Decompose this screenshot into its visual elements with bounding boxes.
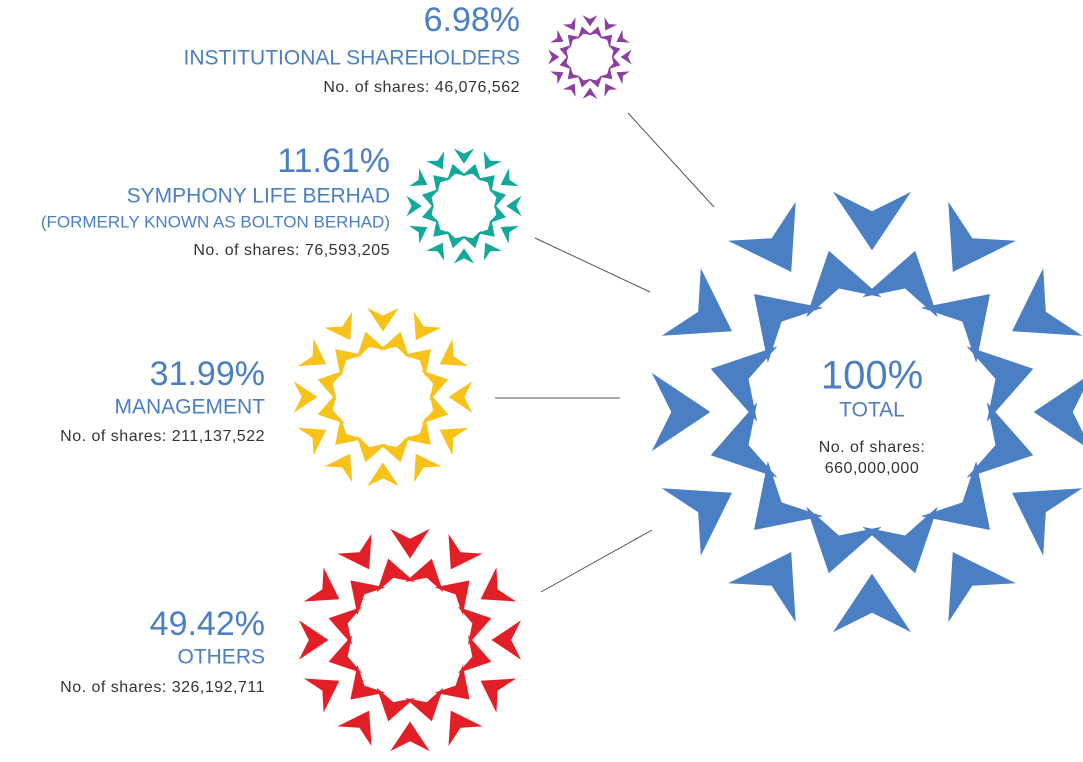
group-label: MANAGEMENT: [114, 396, 265, 419]
petal: [563, 84, 576, 97]
petal: [833, 192, 911, 251]
petal: [440, 428, 469, 456]
group-label: INSTITUTIONAL SHAREHOLDERS: [184, 47, 520, 70]
total-percent: 100%: [821, 354, 923, 398]
connector: [541, 530, 652, 592]
petal: [662, 268, 732, 336]
petal: [604, 17, 617, 30]
petal: [304, 679, 340, 713]
petal: [550, 30, 563, 43]
petal: [492, 620, 522, 659]
connector: [535, 238, 650, 292]
petal: [409, 226, 427, 244]
percent: 49.42%: [150, 605, 265, 643]
percent: 11.61%: [277, 142, 390, 180]
shares: No. of shares: 326,192,711: [60, 679, 265, 696]
total-shares: 660,000,000: [825, 460, 919, 477]
rosettes: [294, 15, 1083, 751]
petal: [298, 339, 327, 367]
petal: [449, 711, 483, 747]
group-label: SYMPHONY LIFE BERHAD: [127, 185, 390, 208]
petal: [728, 552, 796, 622]
petal: [563, 17, 576, 30]
petal: [367, 463, 399, 487]
petal: [948, 552, 1016, 622]
shares: No. of shares: 46,076,562: [323, 79, 520, 96]
petal: [652, 373, 711, 451]
petal: [294, 381, 318, 413]
petal: [299, 620, 329, 659]
petal: [484, 243, 502, 261]
petal: [426, 151, 444, 169]
shares: No. of shares: 76,593,205: [193, 242, 390, 259]
petal: [407, 196, 422, 216]
petal: [337, 711, 371, 747]
petal: [621, 50, 632, 65]
petal: [390, 722, 429, 752]
petal: [414, 454, 442, 483]
petal: [501, 168, 519, 186]
petal: [409, 168, 427, 186]
petal: [484, 151, 502, 169]
petal: [583, 88, 598, 99]
petal: [728, 202, 796, 272]
connector: [628, 113, 714, 207]
petal: [454, 149, 474, 164]
petal: [501, 226, 519, 244]
petal: [1012, 268, 1082, 336]
petal: [604, 84, 617, 97]
petal: [414, 312, 442, 341]
petal: [390, 529, 429, 559]
petal: [506, 196, 521, 216]
petal: [617, 71, 630, 84]
rosette: [407, 149, 522, 264]
petal: [304, 567, 340, 601]
petal: [583, 15, 598, 26]
petal: [548, 50, 559, 65]
rosette: [294, 308, 473, 487]
petal: [449, 381, 473, 413]
percent: 6.98%: [424, 1, 520, 39]
petal: [325, 312, 353, 341]
infographic: 6.98% INSTITUTIONAL SHAREHOLDERS No. of …: [0, 0, 1083, 762]
petal: [617, 30, 630, 43]
petal: [449, 534, 483, 570]
petal: [948, 202, 1016, 272]
petal: [550, 71, 563, 84]
percent: 31.99%: [150, 355, 265, 393]
petal: [1012, 488, 1082, 556]
group-subtitle: (FORMERLY KNOWN AS BOLTON BERHAD): [41, 212, 390, 231]
total-label: TOTAL: [839, 399, 905, 422]
petal: [367, 308, 399, 332]
group-label: OTHERS: [177, 646, 265, 669]
shares: No. of shares: 211,137,522: [60, 428, 265, 445]
total-shares-label: No. of shares:: [819, 439, 926, 456]
petal: [440, 339, 469, 367]
petal: [1034, 373, 1083, 451]
petal: [662, 488, 732, 556]
petal: [481, 567, 516, 601]
rosette: [299, 529, 521, 751]
petal: [833, 574, 911, 633]
petal: [426, 243, 444, 261]
rosette: [548, 15, 631, 98]
petal: [298, 428, 327, 456]
petal: [325, 454, 353, 483]
petal: [454, 248, 474, 263]
petal: [337, 534, 371, 570]
petal: [481, 679, 516, 713]
